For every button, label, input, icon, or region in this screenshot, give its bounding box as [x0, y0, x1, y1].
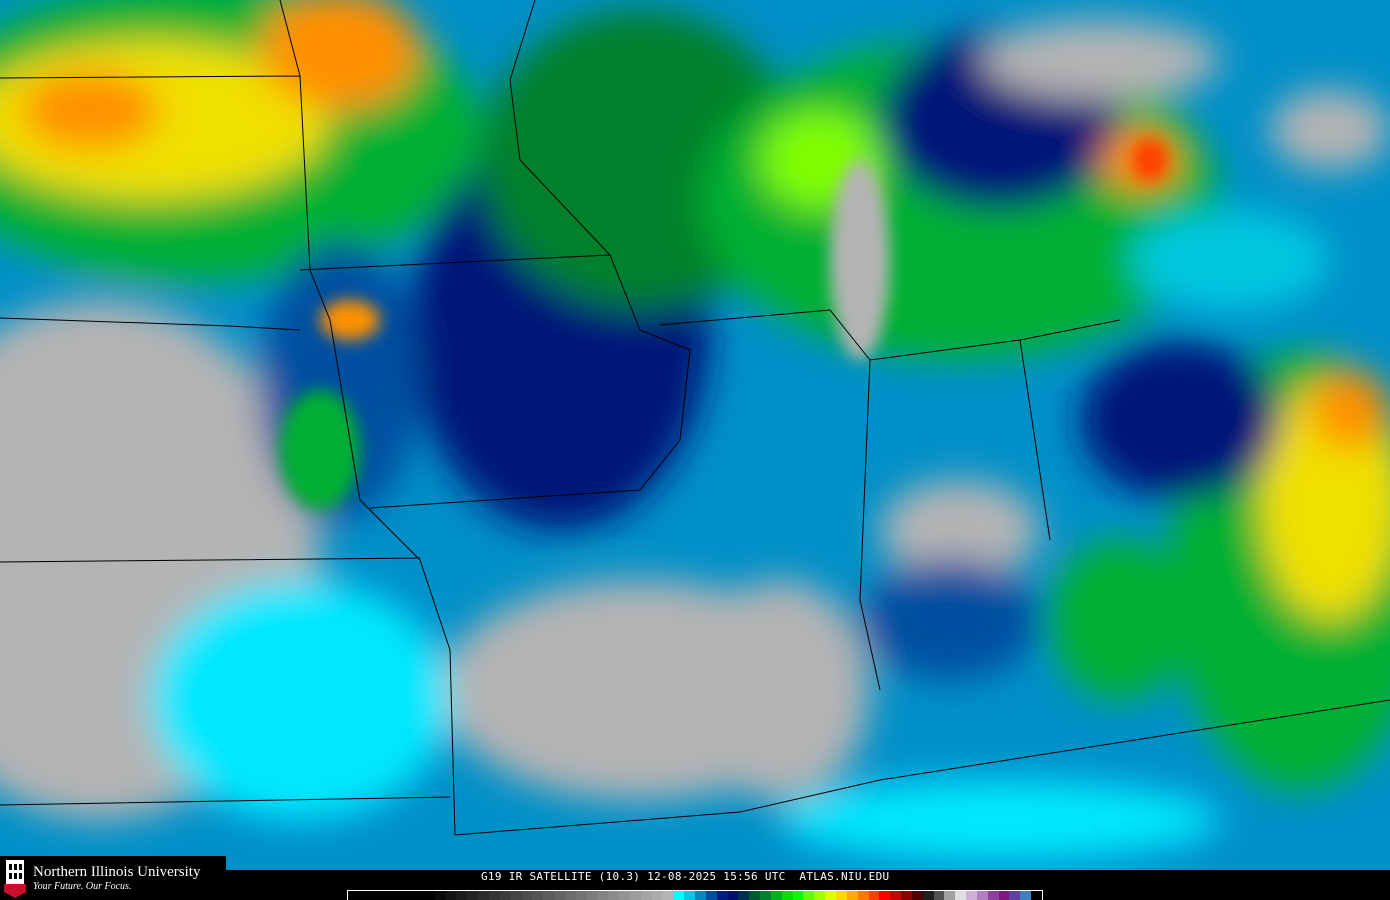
colorbar-swatch: [564, 891, 576, 900]
colorbar-swatch: [998, 891, 1010, 900]
colorbar-swatch: [445, 891, 457, 900]
satellite-map[interactable]: [0, 0, 1390, 870]
colorbar-swatch: [586, 891, 598, 900]
colorbar-swatch: [467, 891, 479, 900]
colorbar-swatch: [1009, 891, 1021, 900]
colorbar-swatch: [369, 891, 381, 900]
colorbar-swatch: [575, 891, 587, 900]
colorbar-swatch: [1020, 891, 1032, 900]
state-borders: [0, 0, 1390, 836]
colorbar-swatch: [434, 891, 446, 900]
colorbar-swatch: [488, 891, 500, 900]
colorbar-swatch: [358, 891, 370, 900]
image-caption: G19 IR SATELLITE (10.3) 12-08-2025 15:56…: [481, 870, 890, 883]
colorbar-swatch: [781, 891, 793, 900]
colorbar-swatch: [760, 891, 771, 900]
colorbar-swatch: [987, 891, 999, 900]
colorbar-swatch: [423, 891, 435, 900]
colorbar-swatch: [348, 891, 359, 900]
colorbar-swatch: [911, 891, 923, 900]
colorbar-swatch: [879, 891, 891, 900]
colorbar-swatch: [792, 891, 804, 900]
niu-crest-icon: [4, 860, 26, 898]
colorbar-swatch: [770, 891, 782, 900]
colorbar-swatch: [922, 891, 934, 900]
colorbar-swatch: [532, 891, 544, 900]
colorbar-swatch: [738, 891, 750, 900]
colorbar-swatch: [402, 891, 414, 900]
colorbar-swatch: [835, 891, 847, 900]
colorbar-swatch: [554, 891, 565, 900]
colorbar-swatch: [543, 891, 555, 900]
colorbar-swatch: [456, 891, 468, 900]
colorbar-swatch: [640, 891, 652, 900]
colorbar-swatch: [890, 891, 902, 900]
colorbar-swatch: [510, 891, 522, 900]
cloud-cells: [280, 138, 1168, 510]
colorbar-swatch: [478, 891, 489, 900]
colorbar-swatch: [955, 891, 967, 900]
niu-logo[interactable]: Northern Illinois University Your Future…: [0, 856, 226, 900]
colorbar-swatch: [521, 891, 533, 900]
colorbar-swatch: [695, 891, 706, 900]
colorbar-swatch: [391, 891, 403, 900]
colorbar-swatch: [619, 891, 630, 900]
cloud-field: [0, 0, 1390, 860]
university-name: Northern Illinois University: [33, 863, 201, 880]
colorbar-swatch: [380, 891, 392, 900]
colorbar-swatch: [727, 891, 739, 900]
colorbar-swatch: [705, 891, 717, 900]
colorbar-swatch: [651, 891, 663, 900]
colorbar-swatch: [1031, 891, 1042, 900]
colorbar-swatch: [944, 891, 956, 900]
colorbar-swatch: [662, 891, 674, 900]
colorbar-swatch: [825, 891, 836, 900]
colorbar-swatch: [803, 891, 815, 900]
temperature-colorbar: [347, 890, 1043, 900]
colorbar-swatch: [868, 891, 880, 900]
colorbar-swatch: [499, 891, 511, 900]
colorbar-swatch: [608, 891, 620, 900]
colorbar-swatch: [901, 891, 912, 900]
colorbar-swatch: [966, 891, 977, 900]
colorbar-swatch: [749, 891, 761, 900]
colorbar-swatch: [976, 891, 988, 900]
university-tagline: Your Future. Our Focus.: [33, 880, 132, 892]
colorbar-swatch: [413, 891, 424, 900]
colorbar-swatch: [684, 891, 695, 900]
colorbar-swatch: [857, 891, 869, 900]
colorbar-swatch: [716, 891, 728, 900]
colorbar-swatch: [933, 891, 945, 900]
colorbar-swatch: [673, 891, 685, 900]
colorbar-swatch: [814, 891, 826, 900]
colorbar-swatch: [629, 891, 641, 900]
colorbar-swatch: [846, 891, 858, 900]
colorbar-swatch: [597, 891, 609, 900]
